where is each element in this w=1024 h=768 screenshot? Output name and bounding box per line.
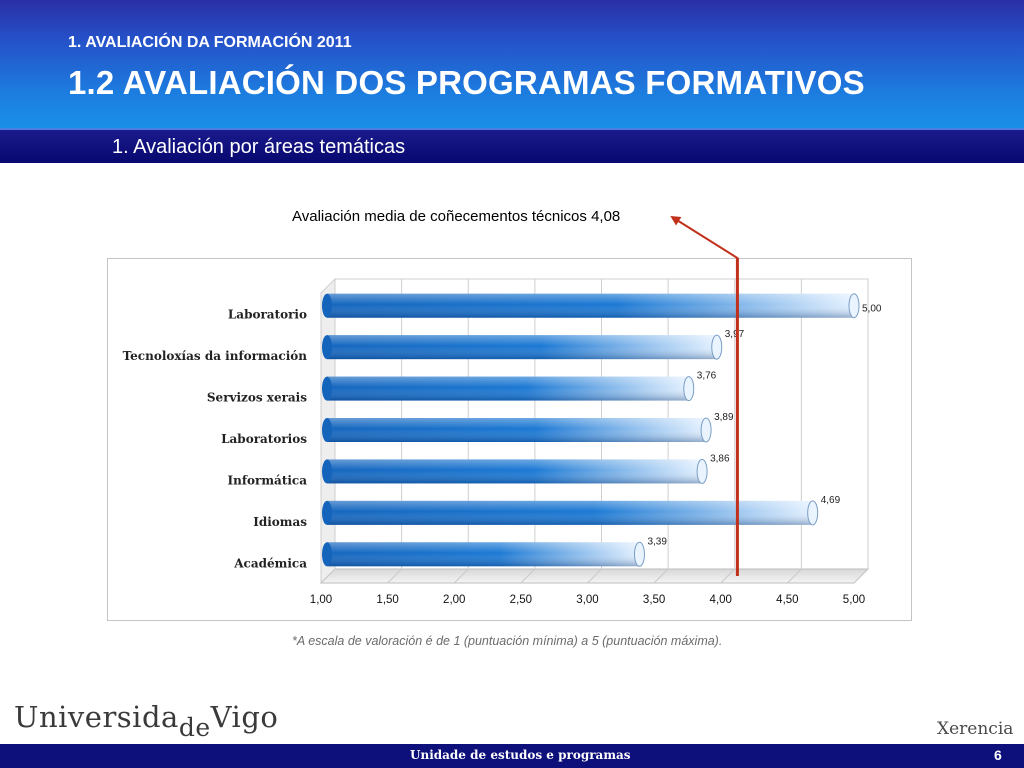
bar-shade bbox=[327, 542, 640, 567]
category-label: Idiomas bbox=[253, 515, 307, 529]
category-label: Informática bbox=[228, 473, 308, 487]
logo-part-3: Vigo bbox=[210, 700, 279, 734]
slide-title: 1.2 AVALIACIÓN DOS PROGRAMAS FORMATIVOS bbox=[68, 64, 865, 101]
x-tick-label: 5,00 bbox=[843, 594, 865, 606]
bar-end-cap bbox=[848, 293, 860, 319]
bar-start-cap bbox=[322, 335, 332, 360]
bar-chart: 5,00 Laboratorio 3,97 Tecnoloxías da inform… bbox=[123, 277, 882, 606]
logo-part-2: de bbox=[178, 713, 211, 742]
bar bbox=[322, 293, 860, 319]
bar-value-label: 4,69 bbox=[821, 495, 841, 506]
bar-shade bbox=[327, 418, 707, 442]
bar-start-cap bbox=[322, 500, 332, 525]
floor-gridline bbox=[520, 568, 536, 584]
bar-value-label: 3,76 bbox=[697, 371, 717, 382]
category-label: Tecnoloxías da información bbox=[123, 349, 308, 363]
bar-value-label: 5,00 bbox=[862, 304, 882, 315]
x-tick-label: 1,00 bbox=[310, 594, 332, 606]
subtitle-bar: 1. Avaliación por áreas temáticas bbox=[0, 128, 1024, 163]
x-tick-label: 2,50 bbox=[510, 594, 532, 606]
bar-value-label: 3,97 bbox=[725, 329, 745, 340]
bar-start-cap bbox=[322, 376, 332, 401]
floor-gridline bbox=[587, 568, 602, 584]
bar-value-label: 3,89 bbox=[714, 412, 734, 423]
universidade-de-vigo-logo: UniversidadeVigo bbox=[14, 700, 279, 742]
floor-gridline bbox=[320, 568, 336, 584]
bar-end-cap bbox=[711, 334, 723, 360]
bar-start-cap bbox=[322, 459, 332, 484]
bar-end-cap bbox=[807, 500, 819, 526]
category-label: Académica bbox=[233, 556, 307, 570]
floor-gridline bbox=[653, 568, 669, 584]
footer-unit-text: Unidade de estudos e programas bbox=[410, 748, 631, 762]
x-tick-label: 3,50 bbox=[643, 594, 665, 606]
bar-start-cap bbox=[322, 418, 332, 442]
bar-shade bbox=[327, 459, 703, 484]
floor-gridline bbox=[787, 568, 802, 584]
bar-end-cap bbox=[700, 417, 712, 443]
bar-shade bbox=[327, 500, 813, 525]
subtitle-text: 1. Avaliación por áreas temáticas bbox=[112, 136, 406, 158]
page-number: 6 bbox=[994, 747, 1002, 763]
floor-gridline bbox=[720, 568, 736, 584]
bar-end-cap bbox=[683, 376, 695, 402]
bar-end-cap bbox=[633, 541, 645, 567]
section-label: 1. AVALIACIÓN DA FORMACIÓN 2011 bbox=[68, 34, 352, 51]
floor-gridline bbox=[387, 568, 402, 584]
bar-start-cap bbox=[322, 293, 332, 318]
bar bbox=[322, 541, 645, 567]
chart-title: Avaliación media de coñecementos técnico… bbox=[292, 208, 621, 225]
bar bbox=[322, 417, 712, 443]
footer-bar: Unidade de estudos e programas 6 bbox=[0, 744, 1024, 768]
bar bbox=[322, 458, 708, 484]
footnote: *A escala de valoración é de 1 (puntuaci… bbox=[292, 634, 723, 648]
category-label: Laboratorio bbox=[228, 308, 307, 322]
bar-value-label: 3,86 bbox=[710, 453, 730, 464]
xerencia-logo: Xerencia bbox=[937, 719, 1014, 739]
x-tick-label: 4,00 bbox=[710, 594, 732, 606]
chart-frame: 5,00 Laboratorio 3,97 Tecnoloxías da inform… bbox=[107, 258, 912, 621]
floor-gridline bbox=[453, 568, 469, 584]
category-label: Laboratorios bbox=[221, 432, 307, 446]
x-tick-label: 2,00 bbox=[443, 594, 465, 606]
logo-part-1: Universida bbox=[14, 700, 179, 734]
x-tick-label: 3,00 bbox=[576, 594, 598, 606]
bar bbox=[322, 500, 819, 526]
bar-shade bbox=[327, 293, 854, 318]
bar bbox=[322, 334, 723, 360]
bar-start-cap bbox=[322, 542, 332, 567]
x-tick-label: 1,50 bbox=[376, 594, 398, 606]
bar-end-cap bbox=[696, 458, 708, 484]
bar-shade bbox=[327, 376, 689, 401]
x-tick-label: 4,50 bbox=[776, 594, 798, 606]
bar bbox=[322, 376, 695, 402]
bar-value-label: 3,39 bbox=[647, 536, 667, 547]
reference-arrow-line bbox=[670, 215, 739, 260]
bar-shade bbox=[327, 335, 717, 360]
category-label: Servizos xerais bbox=[207, 391, 307, 405]
header-band: 1. AVALIACIÓN DA FORMACIÓN 2011 1.2 AVAL… bbox=[0, 0, 1024, 128]
floor-gridline bbox=[853, 568, 869, 584]
